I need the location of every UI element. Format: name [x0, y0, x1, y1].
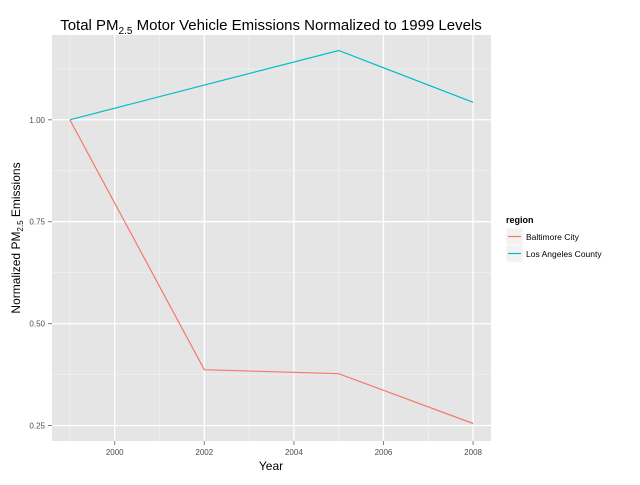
y-tick-label: 0.75 [29, 218, 45, 227]
x-tick-label: 2008 [464, 448, 482, 457]
x-tick-label: 2004 [285, 448, 303, 457]
y-tick-label: 0.50 [29, 320, 45, 329]
x-axis: 2000 2002 2004 2006 2008 [106, 441, 483, 457]
chart-title-prefix: Total PM [60, 17, 118, 34]
y-axis-label-prefix: Normalized PM [9, 232, 23, 314]
chart-title-suffix: Motor Vehicle Emissions Normalized to 19… [132, 17, 481, 34]
x-axis-label: Year [259, 459, 283, 473]
y-tick-label: 1.00 [29, 116, 45, 125]
x-tick-label: 2000 [106, 448, 124, 457]
y-axis: 0.25 0.50 0.75 1.00 [29, 116, 52, 431]
legend-title: region [506, 215, 534, 225]
chart-title-subscript: 2.5 [119, 26, 133, 37]
series-line [69, 49, 474, 121]
legend: region Baltimore City Los Angeles County [505, 215, 602, 263]
y-axis-label: Normalized PM2.5 Emissions [9, 162, 25, 313]
y-tick-label: 0.25 [29, 422, 45, 431]
legend-label: Los Angeles County [526, 249, 602, 259]
x-tick-label: 2002 [195, 448, 213, 457]
plot-panel [52, 35, 491, 441]
legend-items: Baltimore City Los Angeles County [505, 227, 602, 263]
series-lines [69, 49, 474, 425]
y-axis-label-suffix: Emissions [9, 162, 23, 220]
series-line [69, 119, 474, 425]
y-axis-label-subscript: 2.5 [16, 220, 25, 232]
grid-minor [52, 35, 491, 441]
chart-title: Total PM2.5 Motor Vehicle Emissions Norm… [60, 17, 482, 37]
legend-label: Baltimore City [526, 232, 580, 242]
x-tick-label: 2006 [375, 448, 393, 457]
